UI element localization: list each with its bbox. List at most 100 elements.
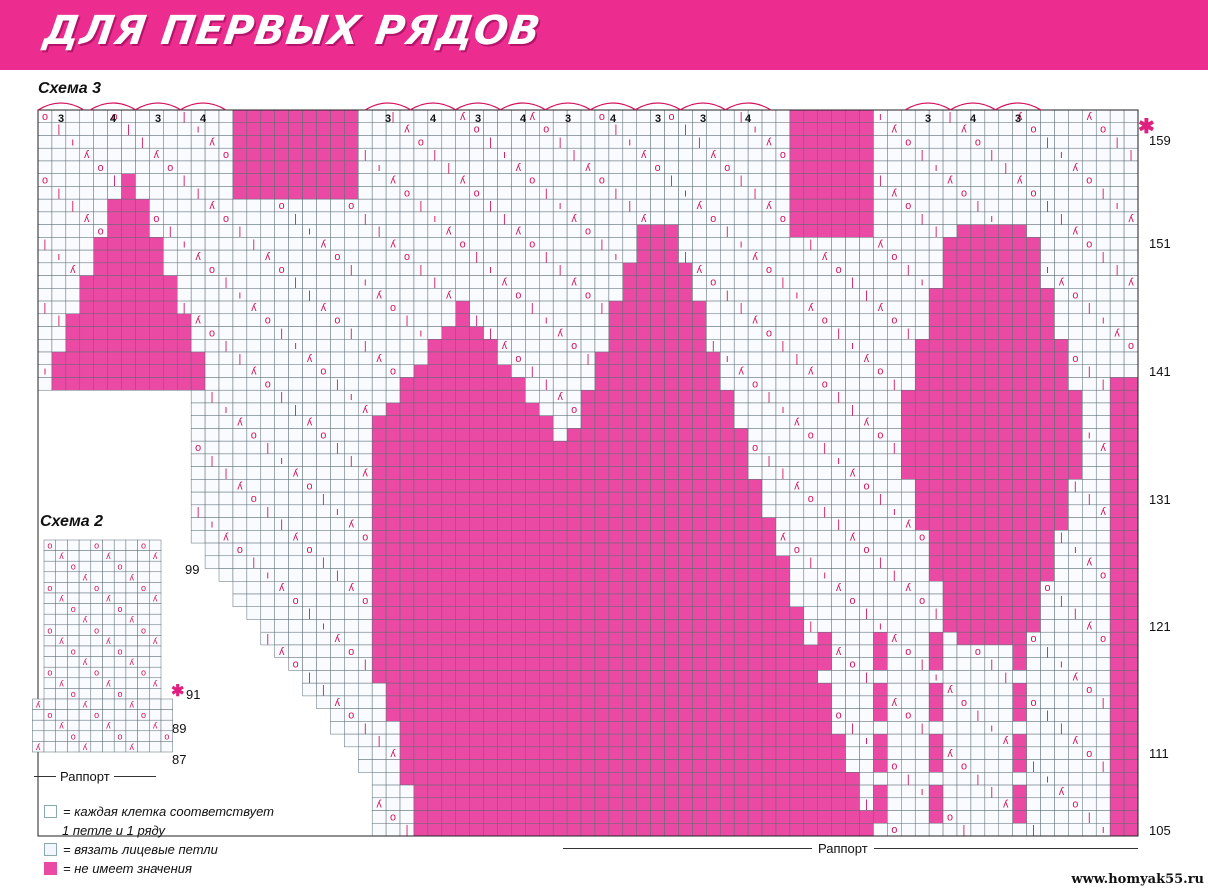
chart-cell (121, 377, 136, 391)
chart-cell (720, 772, 735, 786)
chart-cell (260, 160, 275, 174)
chart-cell (37, 249, 53, 264)
chart-cell (998, 568, 1013, 582)
chart-cell (845, 581, 860, 595)
chart-cell (720, 479, 735, 493)
chart-cell (775, 479, 791, 493)
chart-cell (998, 147, 1013, 162)
chart-cell (1109, 784, 1125, 799)
chart-cell (956, 300, 972, 315)
chart-cell (956, 479, 972, 493)
chart-cell (399, 440, 415, 455)
chart-cell (330, 721, 345, 735)
chart-cell (887, 542, 902, 557)
chart-cell (831, 542, 846, 557)
chart-cell (163, 135, 178, 149)
stitch-symbol: | (545, 251, 548, 263)
chart-cell (511, 733, 526, 748)
chart-cell (427, 670, 443, 684)
chart-cell (358, 109, 373, 123)
chart-cell (580, 593, 596, 607)
chart-cell (204, 211, 220, 225)
chart-cell (956, 364, 972, 378)
chart-cell (817, 593, 832, 607)
chart-cell (914, 733, 930, 748)
chart-cell (984, 759, 1000, 773)
chart-cell (441, 619, 456, 633)
chart-cell (692, 313, 707, 327)
chart-cell (914, 682, 930, 697)
chart-cell (371, 186, 387, 200)
chart-cell (761, 122, 777, 136)
chart-cell (358, 224, 373, 238)
chart-cell (608, 810, 624, 824)
stitch-symbol: | (238, 226, 241, 238)
chart-cell (371, 619, 387, 633)
chart-cell (706, 682, 721, 697)
chart-cell (775, 772, 791, 786)
stitch-symbol: ı (893, 506, 896, 518)
count-label: 3 (925, 113, 931, 125)
chart-cell (678, 262, 693, 276)
chart-cell (747, 517, 763, 531)
chart-cell (385, 262, 401, 276)
chart-cell (65, 160, 81, 174)
chart-cell (288, 262, 303, 276)
chart-cell (928, 186, 944, 200)
count-label: 3 (565, 113, 571, 125)
chart-cell (1040, 530, 1055, 544)
chart-cell (525, 695, 540, 709)
chart-cell (511, 402, 526, 416)
chart-cell (79, 109, 94, 123)
chart-cell (274, 415, 289, 429)
chart-cell (190, 364, 206, 378)
chart-cell (594, 440, 610, 455)
chart-cell (135, 122, 150, 136)
chart-cell (817, 415, 832, 429)
chart-cell (358, 173, 373, 187)
chart-cell (622, 440, 637, 455)
chart-cell (441, 453, 456, 467)
chart-cell (344, 211, 359, 225)
chart-cell (1040, 491, 1055, 506)
chart-cell (288, 504, 303, 518)
chart-cell (1068, 759, 1083, 773)
stitch-symbol: ʎ (906, 519, 912, 531)
chart-cell (469, 606, 484, 620)
chart-cell (497, 160, 512, 174)
chart-cell (873, 542, 888, 557)
stitch-symbol: | (921, 213, 924, 225)
stitch-symbol: | (768, 455, 771, 467)
chart-cell (1040, 657, 1055, 671)
chart-cell (664, 823, 679, 837)
chart-cell (970, 670, 986, 684)
chart-cell (1082, 568, 1097, 582)
chart-cell (469, 288, 484, 302)
chart-cell (622, 173, 637, 187)
chart-cell (413, 759, 429, 773)
chart-cell (149, 377, 164, 391)
stitch-symbol: ı (280, 455, 283, 467)
chart-cell (636, 428, 651, 442)
chart-cell (914, 402, 930, 416)
chart-cell (51, 300, 67, 315)
chart-cell (483, 581, 498, 595)
chart-cell (358, 198, 373, 213)
chart-cell (32, 709, 45, 721)
chart-cell (608, 198, 624, 213)
chart-cell (928, 682, 944, 697)
chart-cell (302, 364, 317, 378)
chart-cell (358, 415, 373, 429)
chart-cell (1054, 708, 1069, 722)
chart-cell (65, 339, 81, 353)
chart-cell (873, 479, 888, 493)
chart-cell (831, 606, 846, 620)
chart-cell (636, 109, 651, 123)
stitch-symbol: o (891, 761, 897, 773)
chart-cell (775, 810, 791, 824)
chart-cell (1109, 606, 1125, 620)
chart-cell (511, 147, 526, 162)
chart-cell (998, 339, 1013, 353)
chart-cell (887, 644, 902, 658)
chart-cell (678, 695, 693, 709)
